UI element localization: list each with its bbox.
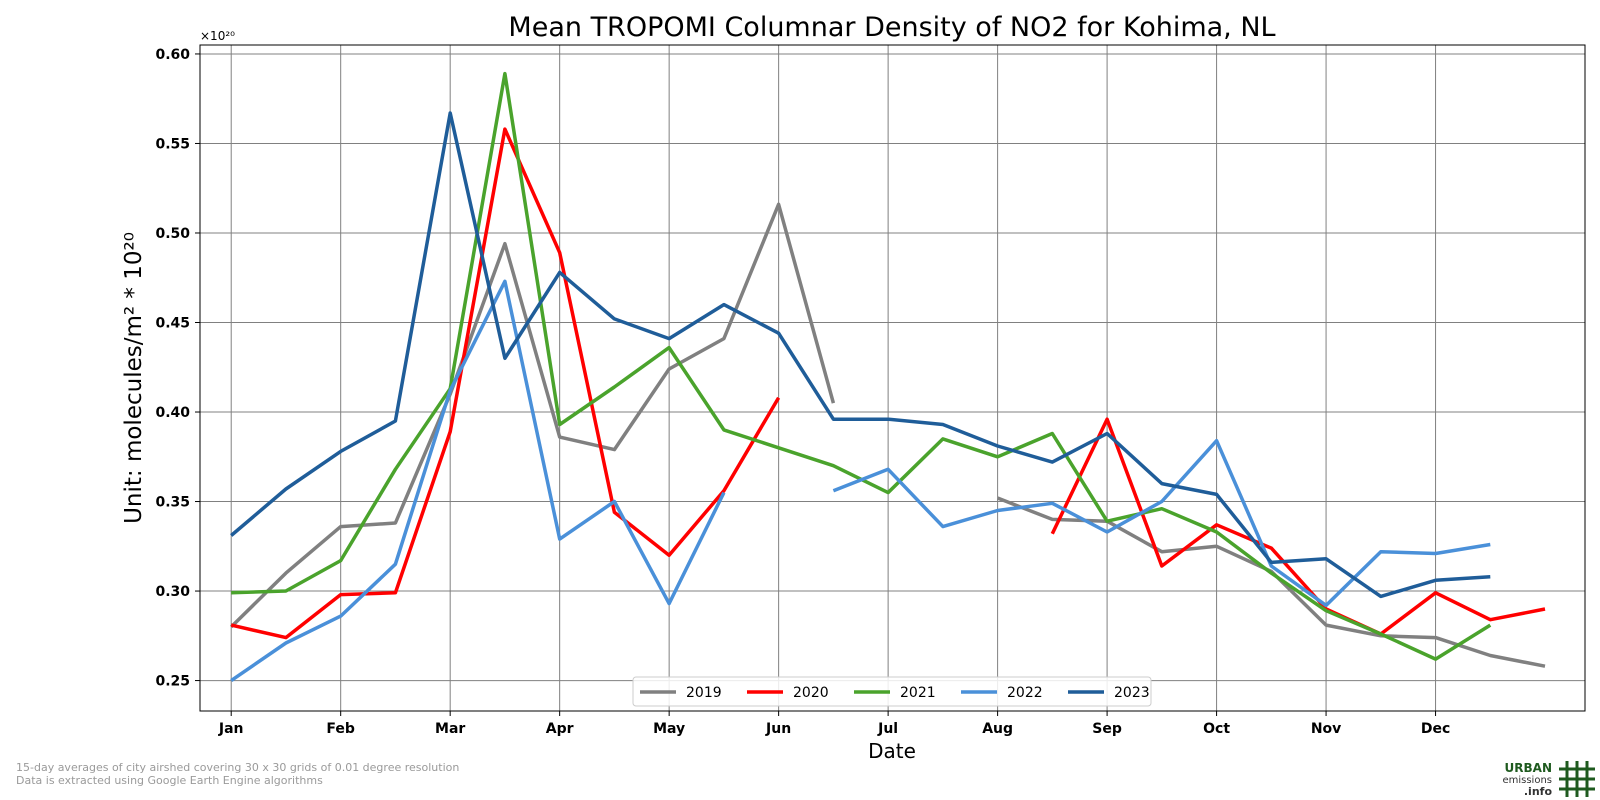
chart-title: Mean TROPOMI Columnar Density of NO2 for… (508, 12, 1275, 43)
x-tick-label: Oct (1203, 721, 1230, 737)
x-axis-label: Date (868, 739, 916, 763)
logo-text-emissions: emissions (1502, 775, 1552, 786)
plot-frame (199, 44, 1586, 712)
y-tick-label: 0.60 (155, 47, 190, 63)
legend-label-2020: 2020 (793, 685, 829, 701)
footnote-2: Data is extracted using Google Earth Eng… (16, 774, 323, 787)
x-tick-label: Mar (435, 721, 465, 737)
y-axis-label: Unit: molecules/m² * 10²⁰ (121, 232, 147, 524)
footnote-1: 15-day averages of city airshed covering… (16, 761, 460, 774)
x-tick-label: Aug (982, 721, 1013, 737)
legend-label-2023: 2023 (1114, 685, 1150, 701)
y-tick-label: 0.45 (155, 316, 190, 332)
grid-lines (200, 45, 1585, 711)
y-tick-label: 0.40 (155, 405, 190, 421)
x-tick-label: Feb (326, 721, 355, 737)
axis-ticks: 0.25 0.30 0.35 0.40 0.45 0.50 0.55 0.60 Jan Feb Ma… (155, 47, 1450, 737)
y-tick-label: 0.50 (155, 226, 190, 242)
logo-text-info: .info (1523, 785, 1552, 798)
y-tick-label: 0.55 (155, 136, 190, 152)
series-line-2019 (229, 202, 836, 629)
legend-frame (632, 676, 1152, 707)
x-tick-label: Nov (1311, 721, 1341, 737)
series-line-2020 (1050, 417, 1546, 636)
x-tick-label: Dec (1421, 721, 1450, 737)
grid-logo-icon (1559, 761, 1595, 797)
x-tick-label: May (653, 721, 685, 737)
logo-text-urban: URBAN (1504, 761, 1552, 775)
x-tick-label: Jan (218, 721, 244, 737)
legend-label-2019: 2019 (686, 685, 722, 701)
series-line-2022 (832, 438, 1491, 608)
y-tick-label: 0.30 (155, 584, 190, 600)
x-tick-label: Jul (877, 721, 898, 737)
series-lines (229, 71, 1546, 683)
series-line-2020 (230, 127, 781, 640)
y-tick-label: 0.25 (155, 674, 190, 690)
legend: 2019 2020 2021 2022 2023 (632, 676, 1152, 707)
y-multiplier-label: ×10²⁰ (200, 29, 235, 43)
series-line-2022 (230, 279, 726, 683)
series-line-2023 (230, 111, 1491, 599)
series-line-2021 (231, 71, 1492, 661)
y-tick-label: 0.35 (155, 495, 190, 511)
legend-label-2021: 2021 (900, 685, 936, 701)
urban-emissions-logo: URBAN emissions .info (1498, 760, 1596, 798)
x-tick-label: Sep (1092, 721, 1122, 737)
x-tick-label: Jun (765, 721, 791, 737)
legend-label-2022: 2022 (1007, 685, 1043, 701)
x-tick-label: Apr (546, 721, 574, 737)
